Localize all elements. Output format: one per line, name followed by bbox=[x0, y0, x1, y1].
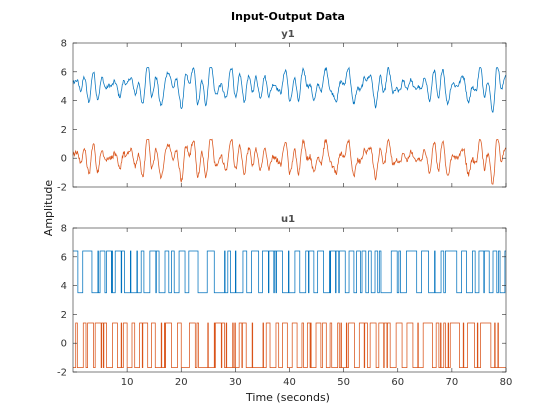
x-tick-label: 80 bbox=[500, 377, 513, 388]
y-tick-label: 2 bbox=[61, 125, 67, 136]
y-axis-label: Amplitude bbox=[42, 180, 55, 237]
series-line bbox=[72, 138, 507, 185]
series-step-line bbox=[73, 322, 506, 369]
y-tick-label: -2 bbox=[57, 368, 67, 379]
panel-title-y1: y1 bbox=[281, 29, 295, 40]
y-tick-label: 0 bbox=[61, 154, 67, 165]
panel-y1: y1 -2 0 2 4 6 8 bbox=[57, 29, 507, 194]
series-line bbox=[72, 66, 507, 113]
series-step-line bbox=[73, 250, 506, 294]
y-tick-label: 8 bbox=[61, 39, 67, 50]
x-tick-label: 30 bbox=[229, 377, 242, 388]
panel-y1-ticks: -2 0 2 4 6 8 bbox=[57, 39, 507, 194]
panel-u1-series bbox=[73, 250, 506, 369]
y-tick-label: -2 bbox=[57, 183, 67, 194]
x-tick-label: 60 bbox=[391, 377, 404, 388]
y-tick-label: 4 bbox=[61, 96, 67, 107]
panel-y1-axes-box bbox=[72, 42, 507, 188]
y-tick-label: 2 bbox=[61, 310, 67, 321]
panel-title-u1: u1 bbox=[281, 214, 295, 225]
figure-title: Input-Output Data bbox=[231, 10, 345, 23]
y-tick-label: 0 bbox=[61, 339, 67, 350]
panel-u1: u1 -2 0 2 4 6 8 10 20 30 40 50 60 70 80 bbox=[57, 214, 512, 388]
x-tick-label: 50 bbox=[337, 377, 350, 388]
panel-u1-axes-box bbox=[72, 227, 507, 373]
y-tick-label: 4 bbox=[61, 281, 67, 292]
x-tick-label: 20 bbox=[175, 377, 188, 388]
x-axis-label: Time (seconds) bbox=[245, 391, 330, 404]
panel-y1-series bbox=[72, 66, 507, 185]
x-tick-label: 40 bbox=[283, 377, 296, 388]
x-tick-label: 70 bbox=[446, 377, 459, 388]
x-tick-label: 10 bbox=[121, 377, 134, 388]
y-tick-label: 6 bbox=[61, 252, 67, 263]
panel-u1-ticks: -2 0 2 4 6 8 10 20 30 40 50 60 70 80 bbox=[57, 224, 512, 389]
y-tick-label: 6 bbox=[61, 67, 67, 78]
y-tick-label: 8 bbox=[61, 224, 67, 235]
